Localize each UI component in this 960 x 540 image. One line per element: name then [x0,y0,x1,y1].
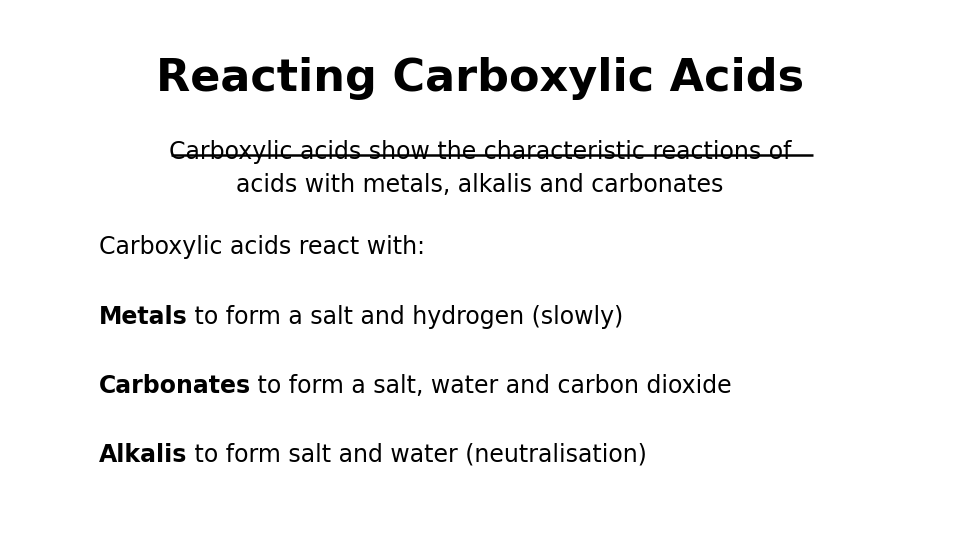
Text: Alkalis: Alkalis [99,443,188,467]
Text: to form salt and water (neutralisation): to form salt and water (neutralisation) [187,443,647,467]
Text: Carbonates: Carbonates [99,374,252,397]
Text: Carboxylic acids react with:: Carboxylic acids react with: [99,235,425,259]
Text: to form a salt, water and carbon dioxide: to form a salt, water and carbon dioxide [251,374,732,397]
Text: Metals: Metals [99,305,188,328]
Text: Reacting Carboxylic Acids: Reacting Carboxylic Acids [156,57,804,100]
Text: Carboxylic acids show the characteristic reactions of
acids with metals, alkalis: Carboxylic acids show the characteristic… [169,140,791,197]
Text: to form a salt and hydrogen (slowly): to form a salt and hydrogen (slowly) [187,305,624,328]
